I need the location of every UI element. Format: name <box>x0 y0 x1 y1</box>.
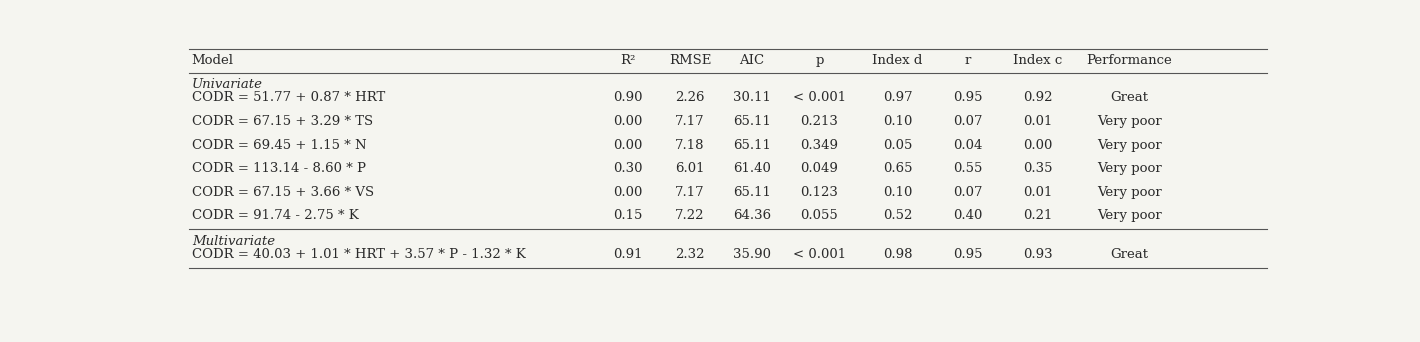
Text: Index d: Index d <box>872 54 923 67</box>
Text: 0.07: 0.07 <box>953 115 983 128</box>
Text: Index c: Index c <box>1014 54 1062 67</box>
Text: 0.97: 0.97 <box>883 91 913 104</box>
Text: 0.07: 0.07 <box>953 186 983 199</box>
Text: 0.55: 0.55 <box>953 162 983 175</box>
Text: 7.17: 7.17 <box>674 115 704 128</box>
Text: 0.30: 0.30 <box>613 162 643 175</box>
Text: 30.11: 30.11 <box>733 91 771 104</box>
Text: 64.36: 64.36 <box>733 209 771 222</box>
Text: CODR = 40.03 + 1.01 * HRT + 3.57 * P - 1.32 * K: CODR = 40.03 + 1.01 * HRT + 3.57 * P - 1… <box>192 248 525 261</box>
Text: R²: R² <box>621 54 636 67</box>
Text: 35.90: 35.90 <box>733 248 771 261</box>
Text: RMSE: RMSE <box>669 54 711 67</box>
Text: 0.95: 0.95 <box>953 91 983 104</box>
Text: 0.52: 0.52 <box>883 209 912 222</box>
Text: Very poor: Very poor <box>1098 115 1162 128</box>
Text: 0.15: 0.15 <box>613 209 643 222</box>
Text: 6.01: 6.01 <box>676 162 704 175</box>
Text: r: r <box>964 54 971 67</box>
Text: 0.90: 0.90 <box>613 91 643 104</box>
Text: Performance: Performance <box>1086 54 1173 67</box>
Text: 65.11: 65.11 <box>733 139 771 152</box>
Text: Very poor: Very poor <box>1098 162 1162 175</box>
Text: 0.21: 0.21 <box>1024 209 1052 222</box>
Text: 0.01: 0.01 <box>1024 186 1052 199</box>
Text: 0.00: 0.00 <box>1024 139 1052 152</box>
Text: < 0.001: < 0.001 <box>792 248 846 261</box>
Text: CODR = 91.74 - 2.75 * K: CODR = 91.74 - 2.75 * K <box>192 209 358 222</box>
Text: 0.10: 0.10 <box>883 186 912 199</box>
Text: p: p <box>815 54 824 67</box>
Text: < 0.001: < 0.001 <box>792 91 846 104</box>
Text: 0.91: 0.91 <box>613 248 643 261</box>
Text: 0.65: 0.65 <box>883 162 913 175</box>
Text: 2.26: 2.26 <box>676 91 704 104</box>
Text: Multivariate: Multivariate <box>192 235 275 248</box>
Text: 0.04: 0.04 <box>953 139 983 152</box>
Text: 0.98: 0.98 <box>883 248 913 261</box>
Text: 0.00: 0.00 <box>613 115 643 128</box>
Text: 0.35: 0.35 <box>1022 162 1052 175</box>
Text: Great: Great <box>1110 91 1149 104</box>
Text: 0.213: 0.213 <box>801 115 838 128</box>
Text: 0.95: 0.95 <box>953 248 983 261</box>
Text: 7.17: 7.17 <box>674 186 704 199</box>
Text: Very poor: Very poor <box>1098 186 1162 199</box>
Text: CODR = 69.45 + 1.15 * N: CODR = 69.45 + 1.15 * N <box>192 139 366 152</box>
Text: 0.049: 0.049 <box>801 162 838 175</box>
Text: 7.22: 7.22 <box>676 209 704 222</box>
Text: 2.32: 2.32 <box>676 248 704 261</box>
Text: 7.18: 7.18 <box>676 139 704 152</box>
Text: Great: Great <box>1110 248 1149 261</box>
Text: Univariate: Univariate <box>192 78 263 91</box>
Text: AIC: AIC <box>740 54 764 67</box>
Text: 61.40: 61.40 <box>733 162 771 175</box>
Text: 0.05: 0.05 <box>883 139 912 152</box>
Text: Model: Model <box>192 54 234 67</box>
Text: 0.123: 0.123 <box>801 186 838 199</box>
Text: CODR = 113.14 - 8.60 * P: CODR = 113.14 - 8.60 * P <box>192 162 366 175</box>
Text: 65.11: 65.11 <box>733 186 771 199</box>
Text: 0.01: 0.01 <box>1024 115 1052 128</box>
Text: 0.00: 0.00 <box>613 186 643 199</box>
Text: 0.10: 0.10 <box>883 115 912 128</box>
Text: CODR = 51.77 + 0.87 * HRT: CODR = 51.77 + 0.87 * HRT <box>192 91 385 104</box>
Text: CODR = 67.15 + 3.66 * VS: CODR = 67.15 + 3.66 * VS <box>192 186 373 199</box>
Text: 0.00: 0.00 <box>613 139 643 152</box>
Text: 65.11: 65.11 <box>733 115 771 128</box>
Text: 0.92: 0.92 <box>1022 91 1052 104</box>
Text: 0.349: 0.349 <box>801 139 838 152</box>
Text: Very poor: Very poor <box>1098 139 1162 152</box>
Text: 0.93: 0.93 <box>1022 248 1052 261</box>
Text: CODR = 67.15 + 3.29 * TS: CODR = 67.15 + 3.29 * TS <box>192 115 373 128</box>
Text: 0.40: 0.40 <box>953 209 983 222</box>
Text: Very poor: Very poor <box>1098 209 1162 222</box>
Text: 0.055: 0.055 <box>801 209 838 222</box>
